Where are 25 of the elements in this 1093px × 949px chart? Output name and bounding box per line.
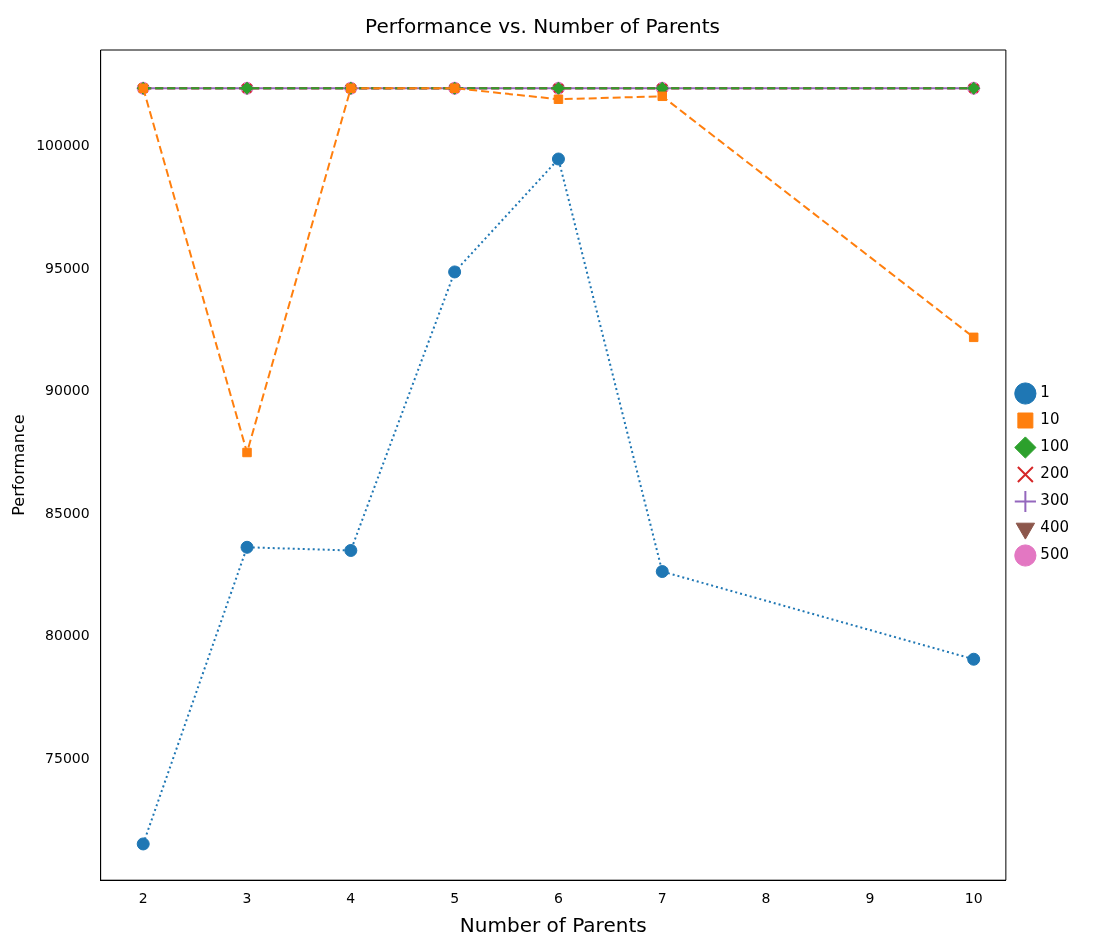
x-tick-label: 2 — [138, 890, 148, 907]
legend-label: 200 — [1040, 464, 1070, 483]
x-tick-label: 4 — [346, 890, 356, 907]
legend-label: 1 — [1040, 383, 1050, 402]
legend-label: 500 — [1040, 545, 1070, 564]
y-tick-label: 75000 — [45, 749, 90, 766]
x-tick-label: 9 — [865, 890, 875, 907]
x-tick-label: 10 — [964, 890, 983, 907]
y-tick-label: 90000 — [45, 382, 90, 399]
y-tick-label: 95000 — [45, 259, 90, 276]
x-tick-label: 3 — [242, 890, 252, 907]
legend-label: 300 — [1040, 491, 1070, 510]
legend-label: 10 — [1040, 410, 1060, 429]
y-tick-label: 100000 — [36, 137, 90, 154]
x-axis-title: Number of Parents — [459, 913, 647, 938]
chart-title: Performance vs. Number of Parents — [365, 14, 720, 39]
x-tick-label: 6 — [553, 890, 563, 907]
legend-label: 400 — [1040, 518, 1070, 537]
y-tick-label: 80000 — [45, 627, 90, 644]
x-tick-label: 8 — [761, 890, 771, 907]
legend-label: 100 — [1040, 437, 1070, 456]
x-tick-label: 7 — [657, 890, 667, 907]
y-axis-title: Performance — [8, 414, 28, 516]
x-tick-label: 5 — [450, 890, 460, 907]
y-tick-label: 85000 — [45, 504, 90, 521]
